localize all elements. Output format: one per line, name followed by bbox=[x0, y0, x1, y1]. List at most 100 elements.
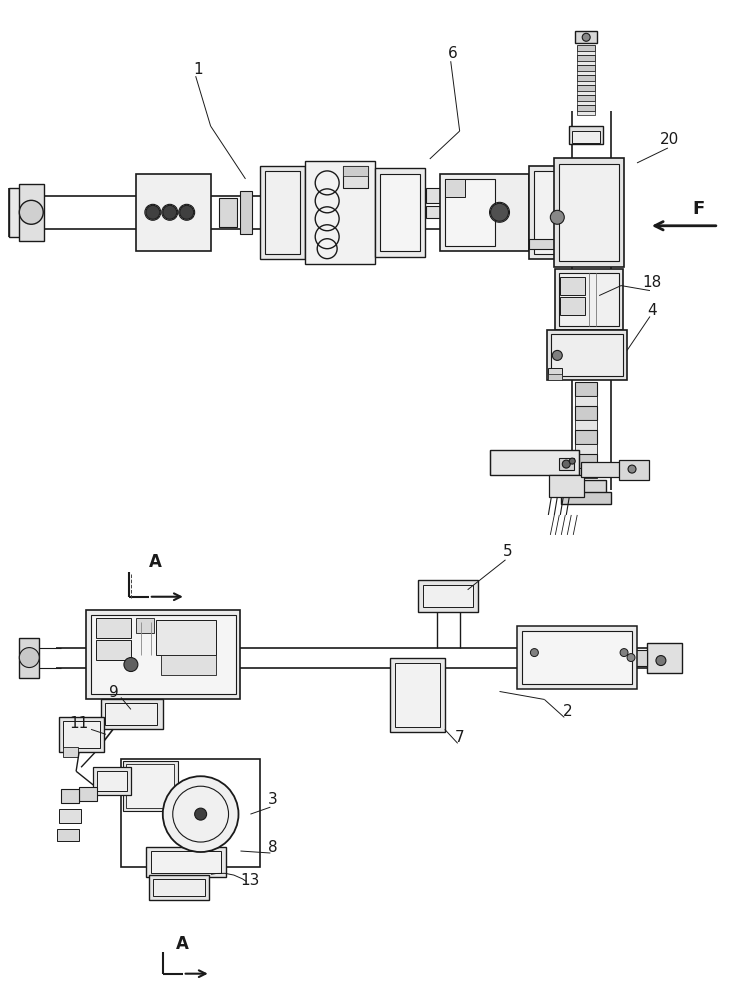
Bar bbox=[240, 191, 252, 234]
Text: 6: 6 bbox=[448, 46, 458, 61]
Text: 3: 3 bbox=[268, 792, 278, 807]
Bar bbox=[577, 81, 595, 85]
Bar bbox=[549, 475, 584, 497]
Bar bbox=[63, 721, 100, 748]
Text: 8: 8 bbox=[268, 840, 278, 855]
Bar bbox=[647, 643, 682, 673]
Text: F: F bbox=[693, 200, 705, 218]
Text: 5: 5 bbox=[503, 544, 513, 559]
Bar bbox=[561, 492, 611, 504]
Bar bbox=[575, 454, 597, 468]
Bar bbox=[534, 171, 589, 254]
Bar bbox=[60, 809, 81, 823]
Bar bbox=[149, 875, 208, 900]
Bar bbox=[19, 638, 39, 678]
Bar bbox=[61, 789, 79, 803]
Circle shape bbox=[163, 776, 239, 852]
Bar bbox=[581, 462, 621, 477]
Bar bbox=[619, 650, 647, 666]
Bar bbox=[343, 166, 368, 176]
Bar bbox=[577, 45, 595, 51]
Bar bbox=[577, 61, 595, 65]
Bar bbox=[530, 239, 594, 249]
Text: A: A bbox=[150, 553, 162, 571]
Circle shape bbox=[530, 649, 539, 657]
Bar bbox=[577, 65, 595, 71]
Bar bbox=[93, 767, 131, 795]
Bar bbox=[577, 75, 595, 81]
Bar bbox=[395, 663, 440, 727]
Bar bbox=[390, 658, 445, 732]
Bar bbox=[375, 168, 425, 257]
Bar bbox=[146, 847, 225, 877]
Circle shape bbox=[163, 205, 177, 219]
Bar bbox=[577, 101, 595, 105]
Bar bbox=[577, 105, 595, 111]
Text: A: A bbox=[176, 935, 189, 953]
Bar bbox=[343, 166, 368, 188]
Bar bbox=[577, 91, 595, 95]
Bar bbox=[10, 188, 22, 237]
Bar bbox=[260, 166, 305, 259]
Bar bbox=[153, 879, 205, 896]
Bar bbox=[121, 759, 260, 867]
Bar bbox=[577, 95, 595, 101]
Bar bbox=[96, 618, 131, 638]
Bar bbox=[522, 631, 632, 684]
Bar bbox=[305, 161, 375, 264]
Bar bbox=[548, 374, 562, 380]
Circle shape bbox=[569, 458, 575, 464]
Bar bbox=[559, 458, 574, 470]
Bar bbox=[551, 334, 623, 376]
Bar bbox=[575, 420, 597, 430]
Bar bbox=[569, 126, 603, 144]
Bar bbox=[380, 174, 420, 251]
Text: 11: 11 bbox=[70, 716, 89, 731]
Bar bbox=[155, 620, 216, 655]
Bar bbox=[575, 396, 597, 406]
Bar bbox=[57, 829, 79, 841]
Bar bbox=[219, 198, 237, 227]
Bar bbox=[575, 468, 597, 478]
Circle shape bbox=[552, 350, 562, 360]
Bar bbox=[566, 480, 606, 495]
Text: 20: 20 bbox=[660, 132, 679, 147]
Bar bbox=[60, 717, 104, 752]
Bar bbox=[575, 382, 597, 396]
Circle shape bbox=[180, 205, 193, 219]
Bar bbox=[555, 269, 623, 330]
Bar bbox=[554, 158, 624, 267]
Circle shape bbox=[620, 649, 628, 657]
Bar bbox=[530, 166, 594, 259]
Bar bbox=[560, 297, 586, 315]
Circle shape bbox=[562, 460, 570, 468]
Bar bbox=[575, 406, 597, 420]
Bar bbox=[445, 179, 495, 246]
Circle shape bbox=[19, 200, 43, 224]
Bar bbox=[123, 761, 178, 811]
Text: 1: 1 bbox=[193, 62, 202, 77]
Bar bbox=[518, 626, 637, 689]
Text: 13: 13 bbox=[241, 873, 260, 888]
Bar bbox=[577, 85, 595, 91]
Bar bbox=[575, 444, 597, 454]
Bar bbox=[559, 273, 619, 326]
Bar bbox=[577, 71, 595, 75]
Bar bbox=[577, 55, 595, 61]
Bar bbox=[136, 174, 211, 251]
Circle shape bbox=[551, 210, 564, 224]
Bar bbox=[577, 51, 595, 55]
Bar bbox=[423, 585, 472, 607]
Bar bbox=[136, 618, 154, 633]
Bar bbox=[19, 184, 44, 241]
Text: 9: 9 bbox=[109, 685, 119, 700]
Bar bbox=[559, 164, 619, 261]
Text: 2: 2 bbox=[562, 704, 572, 719]
Bar bbox=[418, 580, 478, 612]
Circle shape bbox=[656, 656, 666, 666]
Bar bbox=[97, 771, 127, 791]
Bar bbox=[151, 851, 220, 873]
Bar bbox=[440, 174, 530, 251]
Bar bbox=[560, 277, 586, 295]
Bar bbox=[548, 368, 562, 378]
